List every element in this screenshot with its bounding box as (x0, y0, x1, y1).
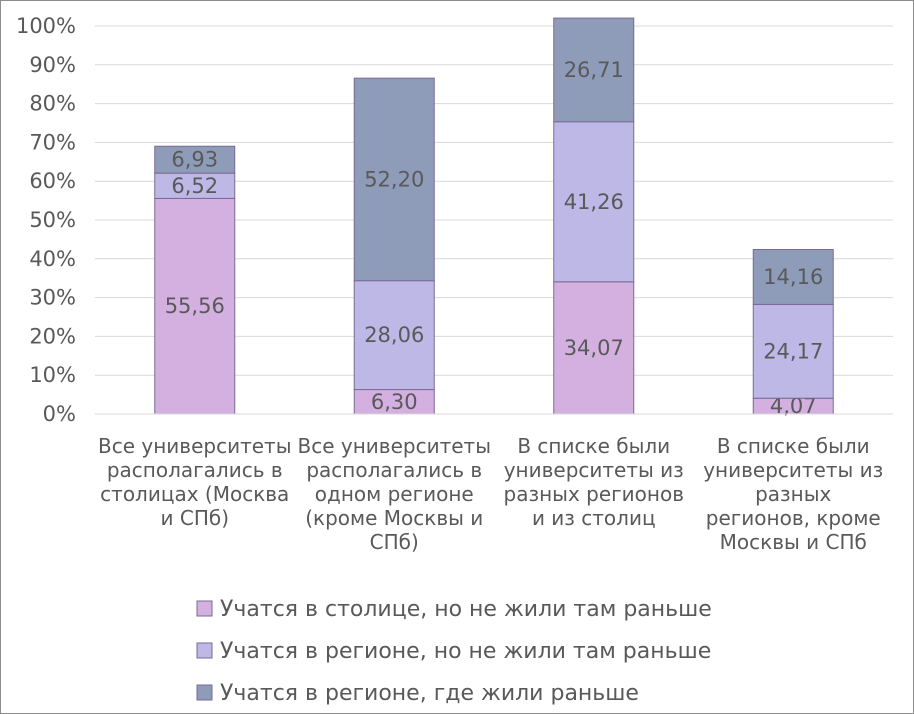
bar-segment (553, 281, 635, 415)
legend-label: Учатся в регионе, где жили раньше (220, 681, 639, 706)
x-category-label: В списке были университеты из разных регио… (504, 434, 685, 530)
bar-segment (752, 303, 834, 399)
x-category-label: В списке были университеты из разных регион… (703, 434, 883, 554)
legend-label: Учатся в столице, но не жили там раньше (220, 597, 712, 622)
legend-swatch (196, 642, 213, 659)
data-label: 6,52 (171, 174, 218, 198)
y-tick-label: 20% (29, 324, 76, 348)
data-label: 52,20 (364, 167, 424, 191)
data-label: 24,17 (763, 339, 823, 363)
data-label: 26,71 (564, 58, 624, 82)
x-category-label: Все университеты располагались в столицах … (98, 434, 291, 530)
y-tick-label: 80% (29, 92, 76, 116)
data-label: 34,07 (564, 336, 624, 360)
bar-segment (154, 197, 236, 415)
y-tick-label: 50% (29, 208, 76, 232)
x-category-label: Все университеты располагались в одном рег… (298, 434, 491, 554)
legend-swatch (196, 684, 213, 701)
data-label: 41,26 (564, 190, 624, 214)
data-label: 28,06 (364, 323, 424, 347)
y-tick-label: 30% (29, 286, 76, 310)
legend-label: Учатся в регионе, но не жили там раньше (220, 639, 711, 664)
y-tick-label: 10% (29, 363, 76, 387)
y-tick-label: 40% (29, 247, 76, 271)
y-tick-label: 0% (43, 402, 76, 426)
bar-segment (154, 145, 236, 174)
bar-segment (154, 172, 236, 199)
data-label: 6,93 (171, 148, 218, 172)
legend-swatch (196, 600, 213, 617)
bar-segment (752, 248, 834, 305)
bar-segment (553, 121, 635, 283)
bar-segment (353, 77, 435, 282)
bar-segment (353, 389, 435, 415)
y-tick-label: 90% (29, 53, 76, 77)
data-label: 14,16 (763, 265, 823, 289)
data-label: 6,30 (371, 390, 418, 414)
y-tick-label: 60% (29, 169, 76, 193)
data-label: 55,56 (165, 294, 225, 318)
bar-segment (553, 17, 635, 123)
y-tick-label: 100% (16, 14, 76, 38)
y-tick-label: 70% (29, 130, 76, 154)
